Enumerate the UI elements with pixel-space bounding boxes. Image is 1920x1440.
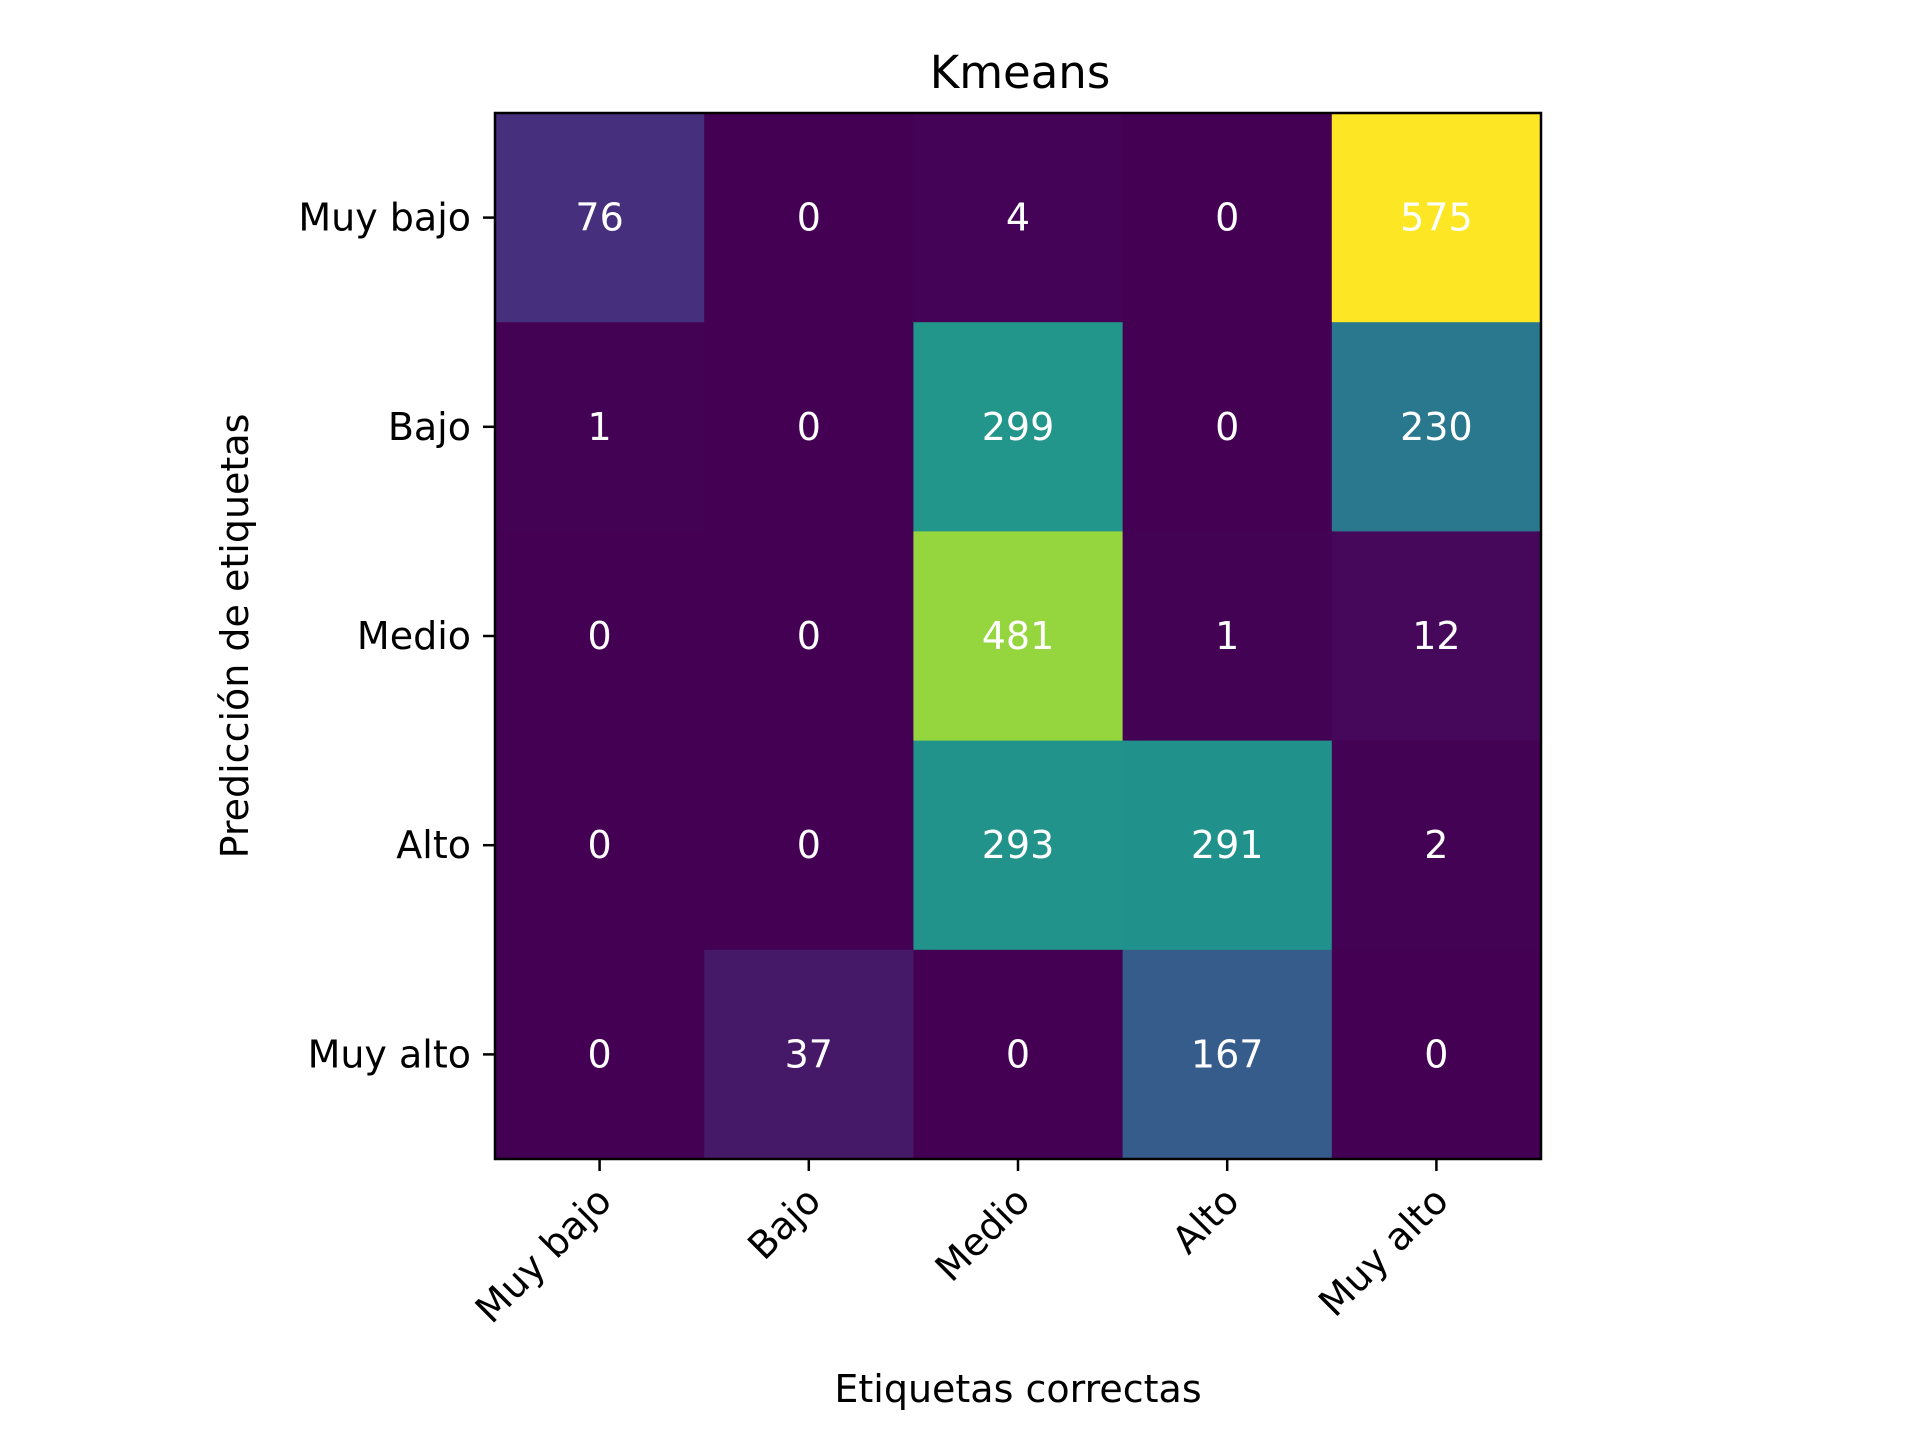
heatmap-cell [1122, 949, 1333, 1160]
heatmap-cell [1331, 740, 1542, 951]
cell-value-label: 1 [1215, 614, 1239, 658]
chart-title: Kmeans [930, 46, 1111, 99]
heatmap-cell [704, 113, 914, 323]
cell-value-label: 4 [1006, 196, 1030, 240]
cell-value-label: 291 [1191, 823, 1264, 867]
heatmap-cell [1122, 113, 1333, 323]
heatmap-cell [1331, 531, 1542, 742]
cell-value-label: 230 [1400, 405, 1473, 449]
cell-value-label: 0 [797, 196, 821, 240]
x-tick-label: Medio [927, 1178, 1039, 1290]
cell-value-label: 481 [982, 614, 1055, 658]
heatmap-cell [704, 322, 914, 532]
heatmap-cell [913, 322, 1124, 532]
heatmap-cell [704, 531, 914, 742]
cell-value-label: 0 [1215, 196, 1239, 240]
y-tick-label: Muy bajo [298, 196, 471, 240]
cell-value-label: 37 [785, 1032, 833, 1076]
cell-value-label: 1 [588, 405, 612, 449]
cell-value-label: 0 [797, 614, 821, 658]
x-tick-label: Muy alto [1310, 1178, 1457, 1325]
heatmap-cell [913, 531, 1124, 742]
heatmap-cells [495, 113, 1542, 1160]
x-tick-label: Alto [1164, 1178, 1248, 1262]
heatmap-cell [1122, 322, 1333, 532]
cell-annotations: 76 0 4 0 575 1 0 299 0 230 0 0 481 1 12 0 0 293 291 2 0 37 0 16… [575, 196, 1472, 1077]
cell-value-label: 0 [588, 614, 612, 658]
cell-value-label: 167 [1191, 1032, 1264, 1076]
heatmap-cell [495, 949, 705, 1160]
cell-value-label: 0 [1424, 1032, 1448, 1076]
heatmap-cell [1331, 322, 1542, 532]
heatmap-cell [495, 322, 705, 532]
heatmap-cell [1122, 740, 1333, 951]
cell-value-label: 0 [797, 405, 821, 449]
heatmap-cell [1331, 113, 1542, 323]
y-tick-label: Muy alto [308, 1032, 471, 1076]
x-axis-ticks: Muy bajo Bajo Medio Alto Muy alto [467, 1159, 1457, 1331]
cell-value-label: 0 [1215, 405, 1239, 449]
heatmap-cell [913, 740, 1124, 951]
y-tick-label: Medio [357, 614, 471, 658]
y-tick-label: Alto [396, 823, 471, 867]
x-axis-label: Etiquetas correctas [834, 1367, 1201, 1411]
y-axis-label: Predicción de etiquetas [213, 414, 257, 859]
cell-value-label: 2 [1424, 823, 1448, 867]
cell-value-label: 299 [982, 405, 1055, 449]
heatmap-cell [1122, 531, 1333, 742]
x-tick-label: Bajo [739, 1178, 829, 1268]
heatmap-cell [495, 531, 705, 742]
heatmap-cell [913, 949, 1124, 1160]
cell-value-label: 293 [982, 823, 1055, 867]
cell-value-label: 0 [797, 823, 821, 867]
heatmap-cell [1331, 949, 1542, 1160]
x-tick-label: Muy bajo [467, 1178, 620, 1331]
cell-value-label: 0 [588, 823, 612, 867]
cell-value-label: 12 [1412, 614, 1460, 658]
heatmap-cell [704, 949, 914, 1160]
cell-value-label: 76 [575, 196, 623, 240]
heatmap-cell [495, 113, 705, 323]
cell-value-label: 0 [588, 1032, 612, 1076]
y-tick-label: Bajo [388, 405, 471, 449]
cell-value-label: 0 [1006, 1032, 1030, 1076]
heatmap-cell [913, 113, 1124, 323]
y-axis-ticks: Muy bajo Bajo Medio Alto Muy alto [298, 196, 495, 1076]
heatmap-cell [495, 740, 705, 951]
heatmap-cell [704, 740, 914, 951]
cell-value-label: 575 [1400, 196, 1473, 240]
